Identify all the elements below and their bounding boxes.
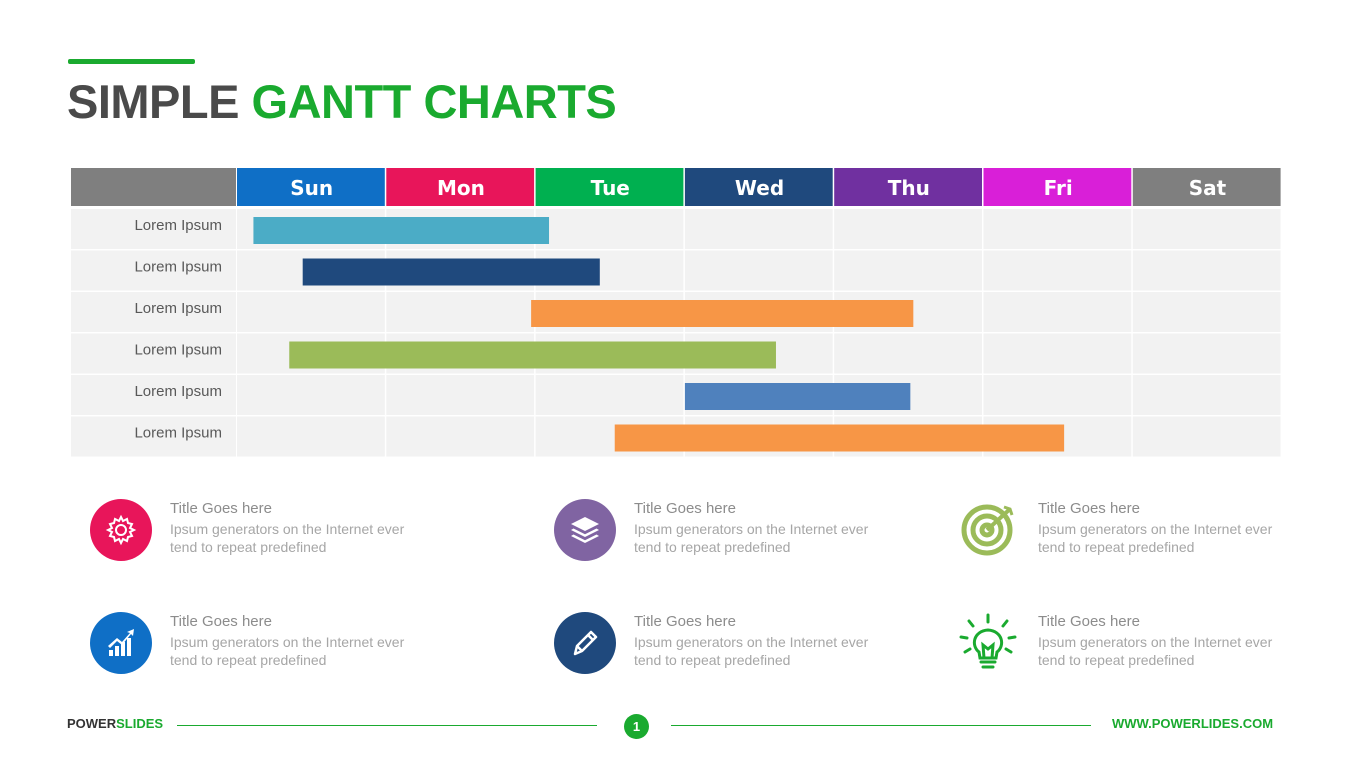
target-icon <box>961 504 1014 556</box>
grid-cell <box>386 292 535 332</box>
feature-item-2: Title Goes here Ipsum generators on the … <box>554 499 894 569</box>
feature-title: Title Goes here <box>170 500 272 517</box>
layers-icon <box>571 517 599 543</box>
task-bar <box>289 341 776 369</box>
feature-description: Ipsum generators on the Internet ever te… <box>634 521 869 555</box>
grid-cell <box>983 333 1132 374</box>
lightbulb-icon <box>959 613 1017 669</box>
grid-cell <box>386 416 535 457</box>
row-label-cell <box>71 375 236 415</box>
footer-divider-right <box>671 725 1091 726</box>
grid-cell <box>684 250 833 291</box>
grid-cell <box>983 375 1132 415</box>
task-label: Lorem Ipsum <box>134 259 222 276</box>
footer-brand: POWERSLIDES <box>67 716 163 731</box>
row-label-cell <box>71 416 236 457</box>
feature-circle <box>90 612 152 674</box>
header-day-label-fri: Fri <box>1044 176 1073 200</box>
footer-brand-power: POWER <box>67 716 117 731</box>
task-bar <box>253 217 550 244</box>
grid-cell <box>535 209 684 249</box>
feature-description: Ipsum generators on the Internet ever te… <box>170 521 405 555</box>
header-day-label-thu: Thu <box>888 176 930 200</box>
grid-cell <box>684 209 833 249</box>
grid-cell <box>237 292 385 332</box>
feature-item-6: Title Goes here Ipsum generators on the … <box>958 612 1298 682</box>
grid-cell <box>983 292 1132 332</box>
grid-cell <box>834 333 982 374</box>
feature-description: Ipsum generators on the Internet ever te… <box>1038 634 1273 668</box>
header-day-label-sun: Sun <box>290 176 333 200</box>
feature-circle <box>90 499 152 561</box>
title-accent-line <box>68 59 195 64</box>
header-day-cell-wed <box>684 168 833 206</box>
task-label: Lorem Ipsum <box>134 300 222 317</box>
task-label: Lorem Ipsum <box>134 425 222 442</box>
grid-cell <box>1132 416 1281 457</box>
feature-title: Title Goes here <box>634 613 736 630</box>
feature-description: Ipsum generators on the Internet ever te… <box>170 634 405 668</box>
grid-cell <box>1132 292 1281 332</box>
header-day-cell-mon <box>386 168 535 206</box>
feature-item-3: Title Goes here Ipsum generators on the … <box>958 499 1298 569</box>
header-day-label-sat: Sat <box>1189 176 1227 200</box>
grid-cell <box>1132 209 1281 249</box>
grid-cell <box>983 209 1132 249</box>
grid-cell <box>983 250 1132 291</box>
growth-chart-icon <box>108 629 134 656</box>
feature-item-1: Title Goes here Ipsum generators on the … <box>90 499 430 569</box>
header-label-cell <box>71 168 236 206</box>
header-day-cell-fri <box>983 168 1132 206</box>
feature-circle <box>958 612 1020 674</box>
feature-item-4: Title Goes here Ipsum generators on the … <box>90 612 430 682</box>
grid-cell <box>386 375 535 415</box>
grid-cell <box>237 416 385 457</box>
header-day-cell-thu <box>834 168 982 206</box>
pen-icon <box>573 630 598 656</box>
footer-brand-slides: SLIDES <box>116 716 164 731</box>
grid-cell <box>1132 375 1281 415</box>
feature-item-5: Title Goes here Ipsum generators on the … <box>554 612 894 682</box>
header-day-cell-tue <box>535 168 684 206</box>
header-day-label-wed: Wed <box>735 176 784 200</box>
title-part-2: GANTT CHARTS <box>251 75 617 128</box>
grid-cell <box>834 209 982 249</box>
feature-description: Ipsum generators on the Internet ever te… <box>1038 521 1273 555</box>
gear-icon <box>105 514 137 546</box>
task-bar <box>614 424 1065 452</box>
row-label-cell <box>71 333 236 374</box>
grid-cell <box>535 375 684 415</box>
header-day-cell-sun <box>237 168 385 206</box>
grid-cell <box>1132 250 1281 291</box>
header-day-cell-sat <box>1132 168 1281 206</box>
feature-title: Title Goes here <box>1038 500 1140 517</box>
feature-description: Ipsum generators on the Internet ever te… <box>634 634 869 668</box>
task-label: Lorem Ipsum <box>134 217 222 234</box>
gantt-chart: Sun Mon Tue Wed Thu Fri Sat Lorem Ipsum Lorem Ip… <box>71 168 1281 457</box>
footer-divider-left <box>177 725 597 726</box>
task-label: Lorem Ipsum <box>134 383 222 400</box>
page-number: 1 <box>624 714 649 739</box>
feature-circle <box>554 499 616 561</box>
title-part-1: SIMPLE <box>67 75 239 128</box>
row-label-cell <box>71 250 236 291</box>
header-day-label-mon: Mon <box>437 176 485 200</box>
task-bar <box>302 258 600 286</box>
grid-cell <box>237 375 385 415</box>
grid-cell <box>1132 333 1281 374</box>
task-bar <box>684 383 911 410</box>
feature-circle <box>554 612 616 674</box>
task-bar <box>531 300 914 327</box>
footer-url[interactable]: WWW.POWERLIDES.COM <box>1112 716 1274 731</box>
feature-title: Title Goes here <box>634 500 736 517</box>
grid-cell <box>834 250 982 291</box>
feature-circle <box>958 499 1020 561</box>
feature-title: Title Goes here <box>1038 613 1140 630</box>
header-day-label-tue: Tue <box>591 176 630 200</box>
task-label: Lorem Ipsum <box>134 342 222 359</box>
row-label-cell <box>71 209 236 249</box>
feature-title: Title Goes here <box>170 613 272 630</box>
row-label-cell <box>71 292 236 332</box>
page-title: SIMPLE GANTT CHARTS <box>67 74 617 130</box>
